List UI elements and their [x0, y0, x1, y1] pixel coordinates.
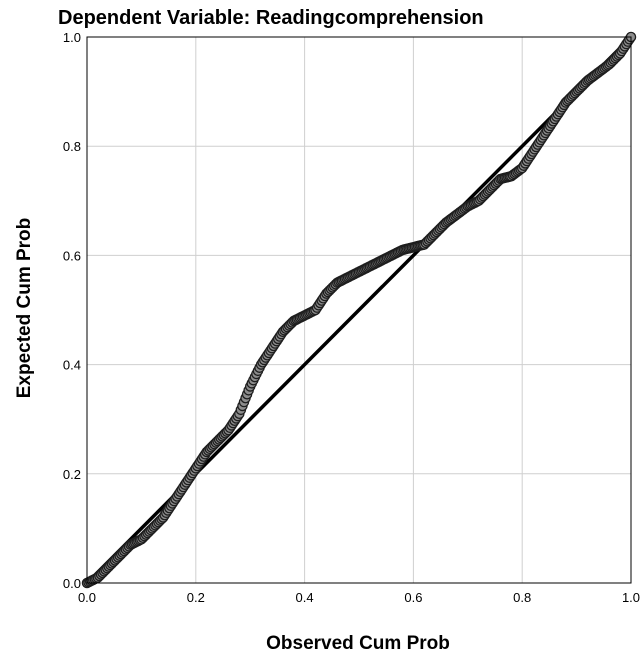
x-tick-label: 0.2	[187, 590, 205, 605]
x-axis-ticks: 0.0 0.2 0.4 0.6 0.8 1.0	[78, 590, 640, 605]
y-tick-label: 0.6	[63, 248, 81, 263]
y-axis-ticks: 0.0 0.2 0.4 0.6 0.8 1.0	[63, 30, 81, 591]
x-tick-label: 0.8	[513, 590, 531, 605]
y-axis-title: Expected Cum Prob	[14, 218, 35, 399]
x-tick-label: 0.0	[78, 590, 96, 605]
y-tick-label: 1.0	[63, 30, 81, 45]
y-tick-label: 0.0	[63, 576, 81, 591]
chart-title: Dependent Variable: Readingcomprehension	[58, 7, 484, 29]
x-axis-title: Observed Cum Prob	[266, 633, 450, 654]
y-tick-label: 0.2	[63, 467, 81, 482]
data-points	[81, 31, 637, 589]
plot-area	[81, 31, 637, 589]
x-tick-label: 1.0	[622, 590, 640, 605]
y-tick-label: 0.8	[63, 139, 81, 154]
plot-frame	[86, 36, 632, 584]
x-tick-label: 0.6	[404, 590, 422, 605]
x-tick-label: 0.4	[296, 590, 314, 605]
y-tick-label: 0.4	[63, 358, 81, 373]
